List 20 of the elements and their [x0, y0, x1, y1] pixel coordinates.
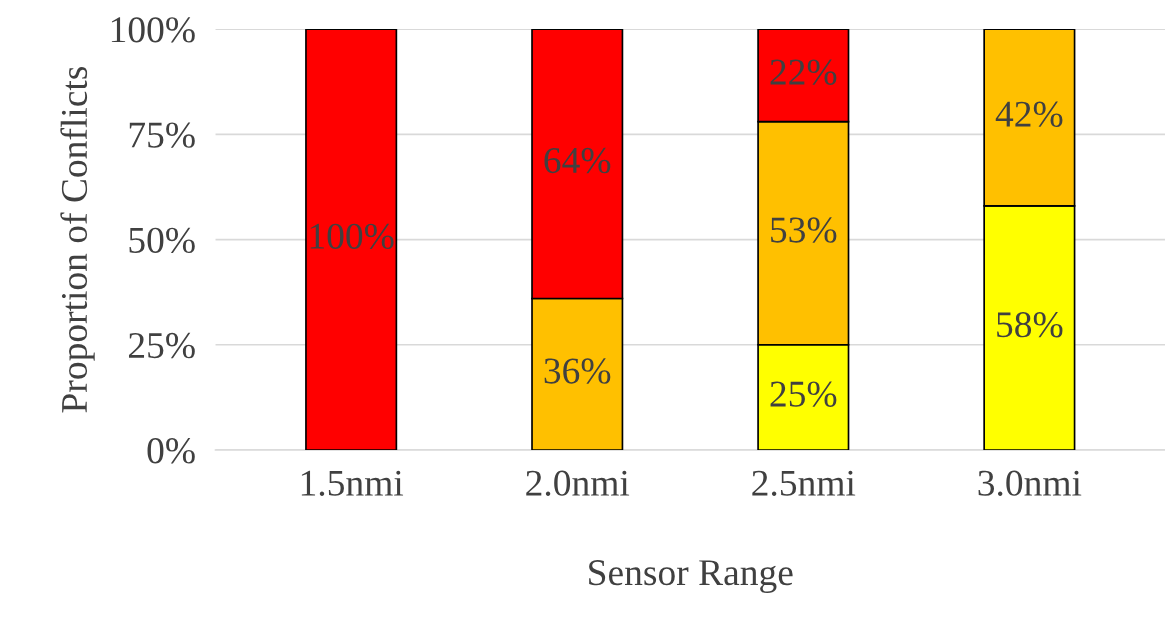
x-tick-label: 3.0nmi — [978, 470, 1082, 497]
y-tick-label: 50% — [129, 227, 195, 254]
x-tick-label: 2.5nmi — [752, 470, 856, 497]
x-tick-label: 2.0nmi — [526, 470, 630, 497]
data-label: 64% — [544, 147, 611, 174]
data-label: 25% — [770, 381, 837, 407]
data-label: 53% — [771, 217, 837, 243]
y-tick-label: 25% — [128, 332, 195, 359]
data-label: 42% — [995, 101, 1063, 127]
x-axis-title: Sensor Range — [589, 560, 793, 594]
data-label: 58% — [997, 312, 1063, 338]
data-label: 36% — [544, 358, 611, 384]
y-tick-label: 75% — [129, 122, 195, 148]
data-label: 22% — [770, 59, 837, 85]
y-tick-label: 0% — [147, 438, 195, 464]
bar — [305, 29, 398, 451]
y-tick-label: 100% — [111, 17, 195, 43]
x-tick-label: 1.5nmi — [301, 470, 404, 497]
y-axis-title: Proportion of Conflicts — [60, 66, 95, 413]
data-label: 100% — [310, 223, 394, 250]
